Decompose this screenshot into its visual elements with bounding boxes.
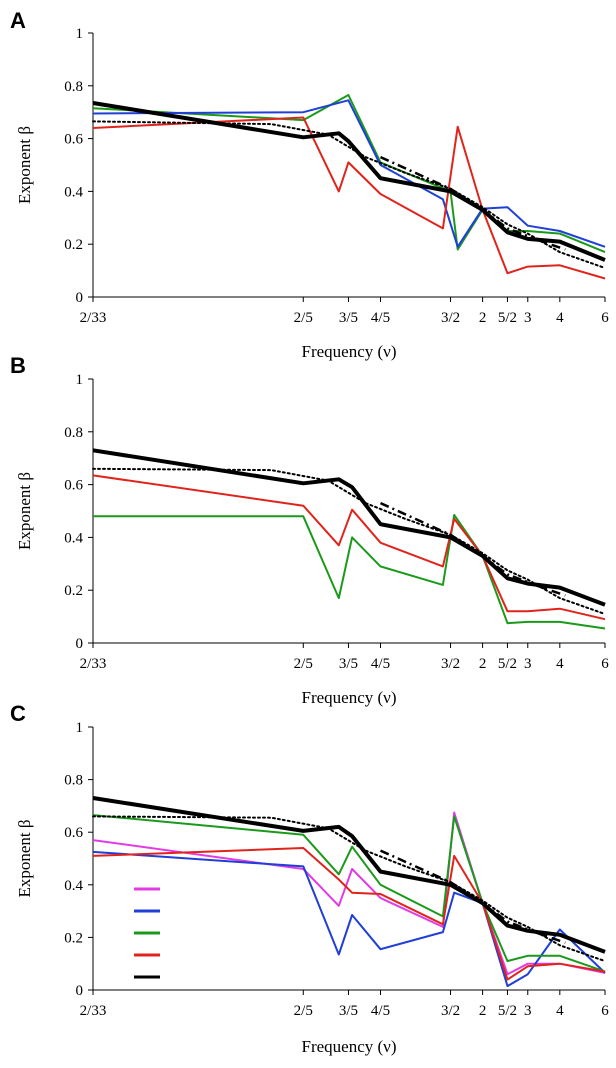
- y-tick-label: 0: [76, 636, 84, 652]
- chart-panel-b: B 0 0.2 0.4 0.6 0.8 1 2/33 2/5 3/5 4/5 3/2 2 5/2 3 4 6 Fr…: [10, 353, 609, 707]
- x-tick-label: 2/33: [80, 1003, 107, 1019]
- panel-letter: C: [10, 701, 26, 726]
- x-tick-label: 3/2: [441, 656, 460, 672]
- x-tick-label: 2: [479, 310, 487, 326]
- y-tick-label: 0.8: [64, 773, 83, 789]
- x-tick-label: 3/5: [339, 310, 358, 326]
- x-tick-label: 4/5: [371, 656, 390, 672]
- x-tick-label: 6: [601, 656, 609, 672]
- series-line: [92, 811, 606, 976]
- y-tick-label: 0.6: [64, 132, 83, 148]
- y-tick-label: 0.4: [64, 184, 83, 200]
- x-axis-label: Frequency (ν): [301, 688, 396, 707]
- x-tick-label: 3/2: [441, 310, 460, 326]
- x-tick-label: 2/5: [294, 310, 313, 326]
- y-tick-label: 0.2: [64, 930, 83, 946]
- y-axis-label: Exponent β: [15, 472, 34, 550]
- x-tick-label: 4: [556, 310, 564, 326]
- series-line: [92, 448, 606, 607]
- series-line: [92, 467, 606, 615]
- series-line: [379, 849, 539, 935]
- series-line: [92, 94, 606, 254]
- series-line: [537, 585, 566, 597]
- series-line: [379, 155, 539, 242]
- x-tick-label: 5/2: [498, 656, 517, 672]
- y-tick-label: 0.4: [64, 878, 83, 894]
- x-tick-label: 6: [601, 310, 609, 326]
- x-tick-label: 3: [524, 1003, 532, 1019]
- y-tick-label: 0.6: [64, 825, 83, 841]
- x-tick-label: 3/2: [441, 1003, 460, 1019]
- y-tick-label: 0.4: [64, 530, 83, 546]
- y-axis-label: Exponent β: [15, 819, 34, 897]
- y-tick-label: 0: [76, 290, 84, 306]
- x-tick-label: 4/5: [371, 1003, 390, 1019]
- series-line: [92, 116, 606, 280]
- panel-letter: A: [10, 8, 26, 33]
- x-tick-label: 4: [556, 656, 564, 672]
- y-tick-label: 0.8: [64, 425, 83, 441]
- series-line: [93, 514, 606, 630]
- series-line: [92, 847, 606, 981]
- x-tick-label: 4/5: [371, 310, 390, 326]
- y-tick-label: 0: [76, 983, 84, 999]
- series-line: [92, 101, 606, 262]
- x-tick-label: 5/2: [498, 1003, 517, 1019]
- series-line: [379, 501, 539, 588]
- x-tick-label: 4: [556, 1003, 564, 1019]
- series-line: [537, 932, 566, 944]
- x-tick-label: 2: [479, 1003, 487, 1019]
- series-line: [92, 814, 606, 973]
- x-tick-label: 2/5: [294, 656, 313, 672]
- chart-panel-c: C 0 0.2 0.4 0.6 0.8 1 2/33 2/5 3/5 4/5 3/2 2 5/2 3 4 6 Fr…: [10, 701, 609, 1056]
- x-tick-label: 3: [524, 310, 532, 326]
- y-tick-label: 1: [76, 26, 84, 42]
- series-line: [92, 99, 606, 248]
- series-line: [537, 239, 566, 251]
- x-tick-label: 3/5: [339, 656, 358, 672]
- x-axis-label: Frequency (ν): [301, 1037, 396, 1056]
- x-tick-label: 3: [524, 656, 532, 672]
- x-tick-label: 2: [479, 656, 487, 672]
- legend: [134, 887, 160, 979]
- chart-panel-a: A 0 0.2 0.4 0.6 0.8 1 2/33 2/5 3/5 4/5 3/2 2 5/2 3 4 6 Fr…: [10, 8, 609, 361]
- x-tick-label: 5/2: [498, 310, 517, 326]
- series-line: [92, 474, 606, 621]
- y-tick-label: 1: [76, 372, 84, 388]
- x-tick-label: 6: [601, 1003, 609, 1019]
- y-tick-label: 0.8: [64, 79, 83, 95]
- y-tick-label: 0.2: [64, 237, 83, 253]
- x-tick-label: 2/5: [294, 1003, 313, 1019]
- y-tick-label: 0.2: [64, 583, 83, 599]
- x-tick-label: 2/33: [80, 310, 107, 326]
- y-axis-label: Exponent β: [15, 126, 34, 204]
- y-tick-label: 1: [76, 720, 84, 736]
- x-tick-label: 2/33: [80, 656, 107, 672]
- x-axis-label: Frequency (ν): [301, 342, 396, 361]
- panel-letter: B: [10, 353, 26, 378]
- y-tick-label: 0.6: [64, 478, 83, 494]
- x-tick-label: 3/5: [339, 1003, 358, 1019]
